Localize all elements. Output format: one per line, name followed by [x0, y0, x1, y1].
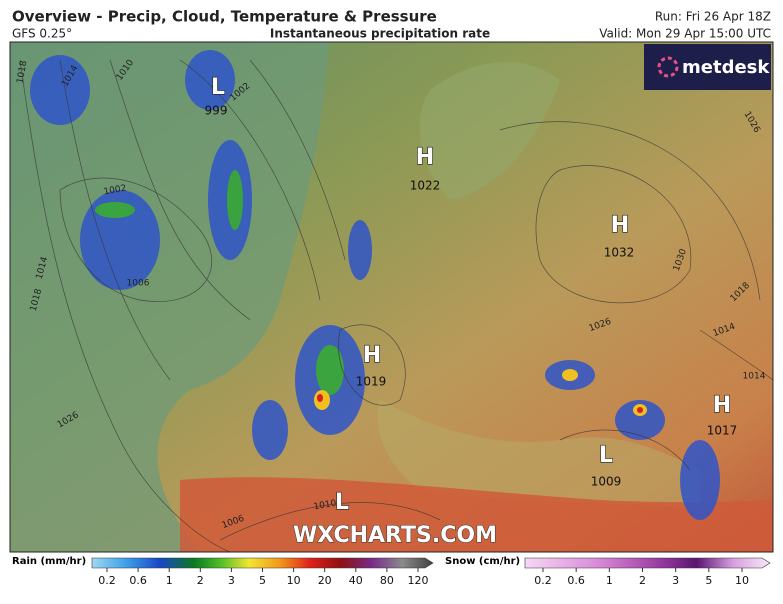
title: Overview - Precip, Cloud, Temperature & … — [12, 8, 437, 26]
pressure-centers: L 999 H 1022 H 1032 H 1019 H 1017 L 1009… — [205, 74, 738, 515]
snow-tick-label: 5 — [705, 574, 712, 587]
watermark: WXCHARTS.COM — [293, 523, 497, 548]
rain-tick-label: 80 — [380, 574, 394, 587]
isobar-label: 1010 — [313, 499, 338, 513]
model: GFS 0.25° — [12, 27, 72, 41]
snow-tick-label: 0.2 — [534, 574, 552, 587]
isobar-label: 1006 — [127, 279, 150, 289]
snow-tick-label: 3 — [672, 574, 679, 587]
pressure-center-value: 999 — [205, 104, 228, 118]
pressure-center-type: L — [335, 490, 349, 515]
rain-tick-label: 2 — [197, 574, 204, 587]
pressure-center-type: L — [599, 443, 613, 468]
rain-tick-label: 0.2 — [98, 574, 116, 587]
pressure-center-value: 1017 — [707, 424, 738, 438]
snow-colorbar — [524, 557, 771, 569]
pressure-center-type: H — [713, 393, 731, 418]
pressure-center-type: L — [211, 75, 225, 100]
pressure-center-type: H — [611, 213, 629, 238]
rain-tick-label: 120 — [408, 574, 429, 587]
snow-tick-label: 10 — [735, 574, 749, 587]
rain-tick-label: 3 — [228, 574, 235, 587]
pressure-center-type: H — [363, 343, 381, 368]
logo-text: metdesk — [682, 57, 770, 78]
pressure-center-value: 1019 — [356, 375, 387, 389]
rain-legend-title: Rain (mm/hr) — [12, 556, 86, 567]
map — [10, 42, 773, 552]
snow-legend-title: Snow (cm/hr) — [445, 556, 520, 567]
pressure-center-type: H — [416, 145, 434, 170]
snow-tick-label: 1 — [606, 574, 613, 587]
pressure-center-value: 1032 — [604, 246, 635, 260]
rain-colorbar — [91, 557, 434, 569]
valid-time: Valid: Mon 29 Apr 15:00 UTC — [599, 27, 771, 41]
rain-tick-label: 40 — [349, 574, 363, 587]
rain-tick-label: 0.6 — [129, 574, 147, 587]
subtitle: Instantaneous precipitation rate — [270, 27, 490, 41]
run-time: Run: Fri 26 Apr 18Z — [655, 10, 771, 24]
snow-tick-label: 2 — [639, 574, 646, 587]
logo-icon — [657, 56, 679, 78]
isobar-label: 1002 — [103, 184, 127, 198]
pressure-center-value: 1022 — [410, 179, 441, 193]
snow-tick-label: 0.6 — [567, 574, 585, 587]
isobar-label: 1014 — [743, 372, 766, 382]
rain-tick-label: 5 — [259, 574, 266, 587]
pressure-center-value: 1009 — [591, 475, 622, 489]
isobar-label: 1018 — [16, 60, 30, 85]
rain-tick-label: 1 — [166, 574, 173, 587]
rain-tick-label: 10 — [287, 574, 301, 587]
legend-ticks: 0.2 0.6 1 2 3 5 10 20 40 80 120 0.2 0.6 1 2 3 5 10 — [98, 568, 749, 587]
rain-tick-label: 20 — [318, 574, 332, 587]
logo-box — [644, 44, 771, 90]
